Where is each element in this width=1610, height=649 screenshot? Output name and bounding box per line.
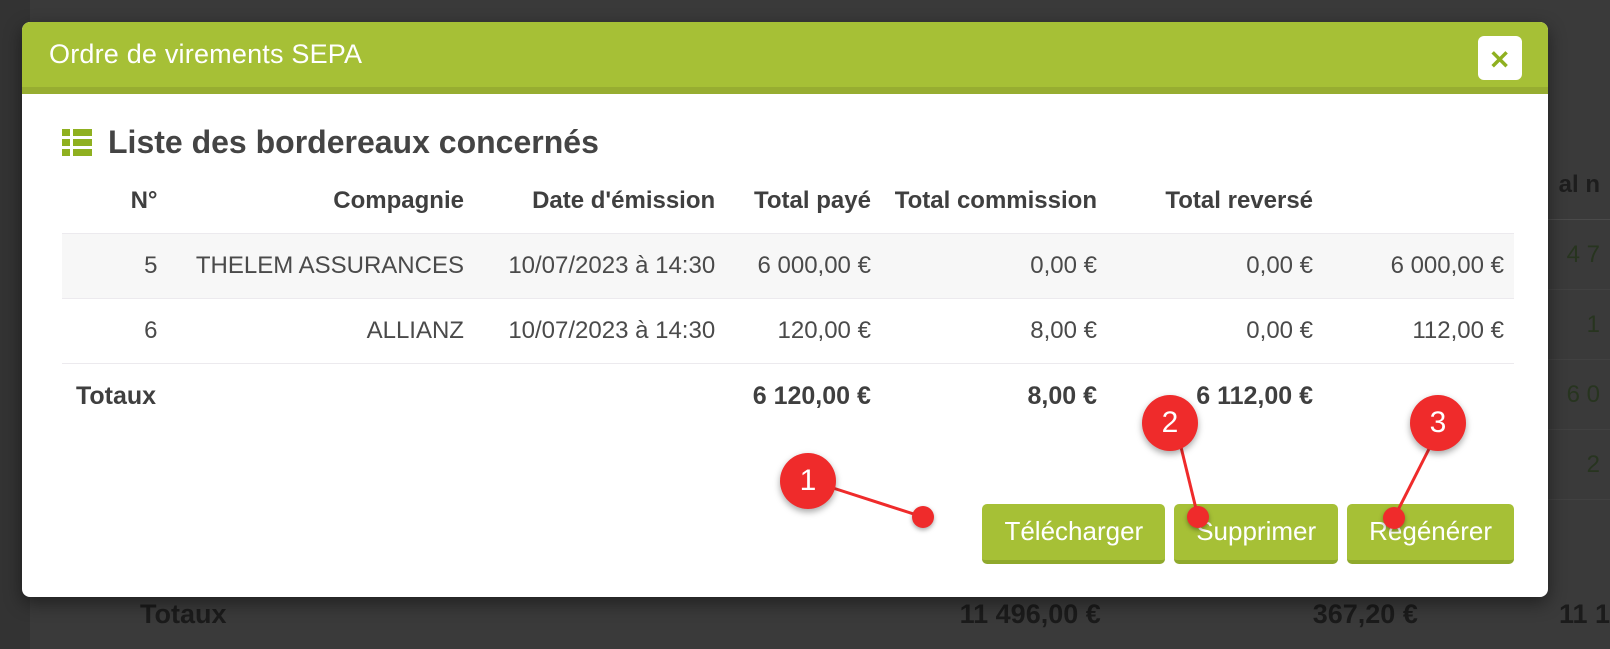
modal-body: Liste des bordereaux concernés N° Compag… xyxy=(22,94,1548,590)
column-header-num[interactable]: N° xyxy=(130,187,158,214)
cell-total-paye: 120,00 € xyxy=(725,298,881,364)
close-icon[interactable] xyxy=(1478,36,1522,80)
column-header-extra[interactable] xyxy=(1323,187,1514,234)
cell-total-commission: 0,00 € xyxy=(880,233,1107,299)
column-header-date[interactable]: Date d'émission xyxy=(532,187,716,214)
table-row[interactable]: 5 THELEM ASSURANCES 10/07/2023 à 14:30 6… xyxy=(62,233,1514,299)
table-body: 5 THELEM ASSURANCES 10/07/2023 à 14:30 6… xyxy=(62,233,1514,364)
modal-actions: Télécharger Supprimer Regénérer xyxy=(982,504,1514,564)
background-cell: 1 xyxy=(1586,310,1600,338)
totals-total-paye: 6 120,00 € xyxy=(752,382,871,410)
background-totals-value-2: 367,20 € xyxy=(1312,599,1418,629)
background-totals-label: Totaux xyxy=(140,599,227,629)
section-title-label: Liste des bordereaux concernés xyxy=(108,124,599,160)
background-totals-row: Totaux 11 496,00 € 367,20 € 11 1 xyxy=(90,580,1610,649)
totals-total-commission: 8,00 € xyxy=(1027,382,1097,410)
column-header-total-reverse[interactable]: Total reversé xyxy=(1165,187,1314,214)
cell-total-paye: 6 000,00 € xyxy=(725,233,881,299)
delete-button[interactable]: Supprimer xyxy=(1174,504,1339,564)
cell-total-reverse: 0,00 € xyxy=(1107,298,1324,364)
cell-date: 10/07/2023 à 14:30 xyxy=(473,233,726,299)
modal-title: Ordre de virements SEPA xyxy=(49,39,363,69)
table-row[interactable]: 6 ALLIANZ 10/07/2023 à 14:30 120,00 € 8,… xyxy=(62,298,1514,364)
cell-total-commission: 8,00 € xyxy=(880,298,1107,364)
background-totals-value-1: 11 496,00 € xyxy=(959,599,1101,629)
column-header-total-paye[interactable]: Total payé xyxy=(754,187,871,214)
modal-header: Ordre de virements SEPA xyxy=(22,22,1548,94)
bordereaux-table: N° Compagnie Date d'émission Total payé … xyxy=(62,187,1514,429)
totals-label: Totaux xyxy=(76,382,157,410)
cell-date: 10/07/2023 à 14:30 xyxy=(473,298,726,364)
table-header-row: N° Compagnie Date d'émission Total payé … xyxy=(62,187,1514,234)
background-cell: 4 7 xyxy=(1566,240,1600,268)
column-header-total-commission[interactable]: Total commission xyxy=(894,187,1097,214)
table-footer: Totaux 6 120,00 € 8,00 € 6 112,00 € xyxy=(62,364,1514,430)
cell-compagnie: ALLIANZ xyxy=(167,298,474,364)
totals-total-reverse: 6 112,00 € xyxy=(1196,382,1314,410)
cell-compagnie: THELEM ASSURANCES xyxy=(167,233,474,299)
section-title: Liste des bordereaux concernés xyxy=(62,124,1514,161)
regenerate-button[interactable]: Regénérer xyxy=(1347,504,1514,564)
table-header: N° Compagnie Date d'émission Total payé … xyxy=(62,187,1514,234)
column-header-compagnie[interactable]: Compagnie xyxy=(333,187,464,214)
list-icon xyxy=(62,128,92,158)
background-totals-value-3: 11 1 xyxy=(1558,599,1610,629)
download-button[interactable]: Télécharger xyxy=(982,504,1166,564)
totals-row: Totaux 6 120,00 € 8,00 € 6 112,00 € xyxy=(62,364,1514,430)
cell-extra: 112,00 € xyxy=(1323,298,1514,364)
cell-total-reverse: 0,00 € xyxy=(1107,233,1324,299)
totals-extra xyxy=(1323,364,1514,430)
cell-num: 6 xyxy=(62,298,168,364)
sepa-transfer-order-modal: Ordre de virements SEPA Liste des border… xyxy=(22,22,1548,597)
cell-extra: 6 000,00 € xyxy=(1323,233,1514,299)
cell-num: 5 xyxy=(62,233,168,299)
background-cell: 2 xyxy=(1586,450,1600,478)
background-cell: 6 0 xyxy=(1566,380,1600,408)
background-column-header: al n xyxy=(1558,170,1600,198)
